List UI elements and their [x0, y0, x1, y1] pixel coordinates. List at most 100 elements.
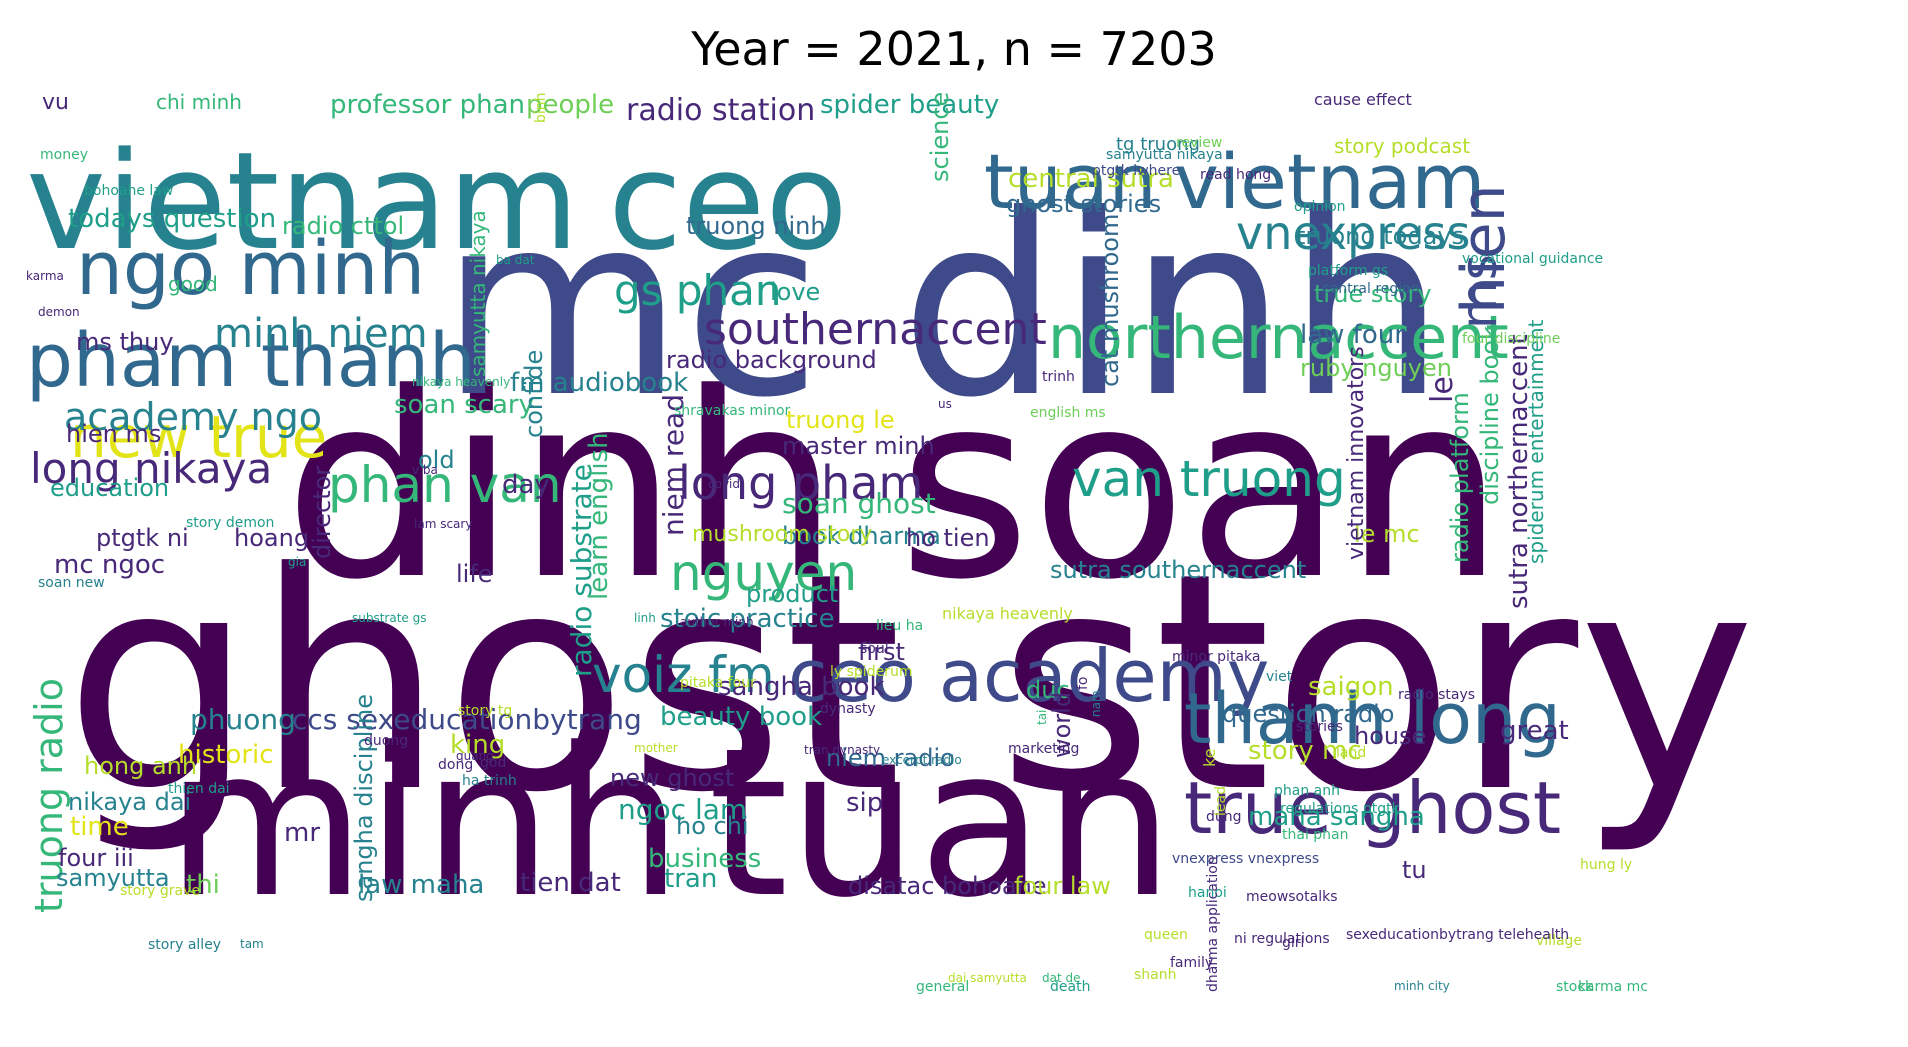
word-phan-van: phan van [328, 456, 562, 514]
word-duc: duc [1026, 676, 1070, 704]
word-le-mc: le mc [1354, 520, 1420, 548]
word-cat-mushroom: cat mushroom [1096, 213, 1124, 387]
word-ghost-stories: ghost stories [1006, 190, 1162, 218]
word-mc-ngoc: mc ngoc [54, 550, 166, 580]
word-ni-regulations: ni regulations [1234, 931, 1330, 947]
word-ghost-story: ghost story [64, 509, 1756, 858]
word-spiderum-entertainment: spiderum entertainment [1524, 319, 1548, 564]
word-saigon: saigon [1308, 672, 1394, 702]
word-quang: quang [456, 749, 494, 763]
word-voiz-fm: voiz fm [592, 646, 775, 704]
word-soan: soan [898, 339, 1505, 636]
word-mr: mr [284, 818, 321, 848]
word-v-ba: v ba [412, 463, 438, 477]
word-todays-question: todays question [68, 204, 277, 234]
word-house: house [1354, 722, 1427, 750]
word-village: village [1536, 933, 1583, 949]
word-ba-dat: ba dat [496, 253, 535, 267]
word-new-ghost: new ghost [610, 764, 735, 792]
word-mother: mother [634, 741, 678, 755]
word-ccs-sexeducationbytrang: ccs sexeducationbytrang [292, 703, 642, 736]
word-minh-city: minh city [1394, 979, 1450, 993]
word-vietnam: vietnam [1174, 137, 1486, 226]
word-queen: queen [1144, 927, 1188, 943]
word-general: general [916, 979, 970, 995]
word-dat-de: dat de [1042, 971, 1081, 985]
word-van-truong: van truong [1072, 450, 1346, 508]
word-day: day [502, 470, 550, 500]
word-story-alley: story alley [148, 937, 222, 953]
word-nam: nam [1089, 690, 1103, 717]
word-historic: historic [178, 740, 274, 770]
word-nikaya-heavenly: nikaya heavenly [412, 375, 511, 389]
word-central-region: central region [1322, 281, 1420, 297]
word-tg-truong: tg truong [1116, 134, 1200, 155]
word-karma-mc: karma mc [1578, 979, 1648, 995]
word-ceo: ceo [608, 123, 848, 280]
word-ghost: ghost [1360, 766, 1562, 850]
word-dynasty: dynasty [820, 701, 876, 717]
word-sangha-discipline: sangha discipline [350, 693, 378, 902]
word-karma: karma [26, 269, 64, 283]
word-meowsotalks: meowsotalks [1246, 889, 1338, 905]
word-mushroom-story: mushroom story [692, 522, 873, 547]
word-story-demon: story demon [186, 515, 275, 531]
word-good: good [168, 272, 218, 296]
word-nikaya-dai: nikaya dai [68, 788, 192, 816]
word-book-dharma: book dharma [782, 522, 941, 550]
word-disatac-bohoahe: disatac bohoahe [848, 872, 1047, 900]
word-samyutta: samyutta [56, 864, 170, 892]
word-truong-le: truong le [786, 406, 895, 434]
word-samyutta-nikaya: samyutta nikaya [1106, 147, 1223, 163]
word-radio-cttol: radio cttol [282, 212, 405, 240]
word-ho-tien: ho tien [906, 524, 990, 552]
word-ngo-minh: ngo minh [76, 226, 426, 312]
word-vnexpress: vnexpress [1236, 206, 1471, 260]
word-regulations-ptgtk: regulations ptgtk [1280, 801, 1400, 817]
word-lam-scary: lam scary [414, 517, 473, 531]
word-four-law: four law [1014, 872, 1111, 900]
word-old: old [418, 446, 455, 474]
word-pham-thanh: pham thanh [26, 318, 476, 404]
word-law-maha: law maha [358, 870, 485, 900]
word-vu: vu [42, 92, 69, 115]
word-product: product [746, 580, 839, 608]
word-tuan: tuan [984, 137, 1157, 226]
word-spider-beauty: spider beauty [820, 92, 1000, 120]
word-northernaccent: northernaccent [1048, 303, 1509, 373]
word-tuan: tuan [708, 705, 1174, 943]
word-read-hong: read hong [1200, 167, 1272, 183]
word-ptgtk-iwhere: ptgtk iwhere [1092, 163, 1181, 179]
word-substrate-gs: substrate gs [352, 611, 427, 625]
word-bohoahe-law: bohoahe law [84, 183, 174, 199]
word-question-radio: question radio [1222, 700, 1395, 728]
word-new-true: new true [70, 403, 328, 471]
word-education: education [50, 474, 170, 502]
word-story-mc: story mc [1248, 736, 1362, 766]
word-stories: stories [1296, 719, 1343, 735]
word-ho-chi: ho chi [676, 812, 749, 840]
word-land: land [1336, 745, 1367, 761]
word-people: people [526, 92, 615, 120]
word-vnexpress-vnexpress: vnexpress vnexpress [1172, 851, 1320, 867]
word-truong-ninh: truong ninh [686, 212, 826, 240]
word-shanh: shanh [1134, 967, 1177, 983]
word-academy-ngo: academy ngo [64, 395, 323, 439]
word-fm-audiobook: fm audiobook [510, 368, 689, 398]
word-king: king [450, 730, 506, 760]
word-true-story: true story [1314, 280, 1432, 308]
word-death: death [1050, 979, 1091, 995]
word-soan-ghost: soan ghost [782, 487, 936, 520]
word-radio-background: radio background [666, 346, 877, 374]
word-viet: viet [1266, 669, 1293, 685]
word-ke: ke [1200, 748, 1219, 767]
word-pitaka-four: pitaka four [680, 675, 756, 691]
word-cloud: ghost story dinh soan mc dinh minh tuan vietna… [26, 92, 1882, 1018]
word-author-minh: author minh [680, 615, 754, 629]
word-hien-ms: hien ms [66, 420, 162, 448]
word-tran: tran [664, 864, 718, 894]
word-minh: minh [166, 705, 683, 943]
word-story-tg: story tg [458, 703, 513, 719]
word-ceo-academy: ceo academy [788, 634, 1270, 718]
word-vietnam-innovators: vietnam innovators [1344, 346, 1369, 560]
